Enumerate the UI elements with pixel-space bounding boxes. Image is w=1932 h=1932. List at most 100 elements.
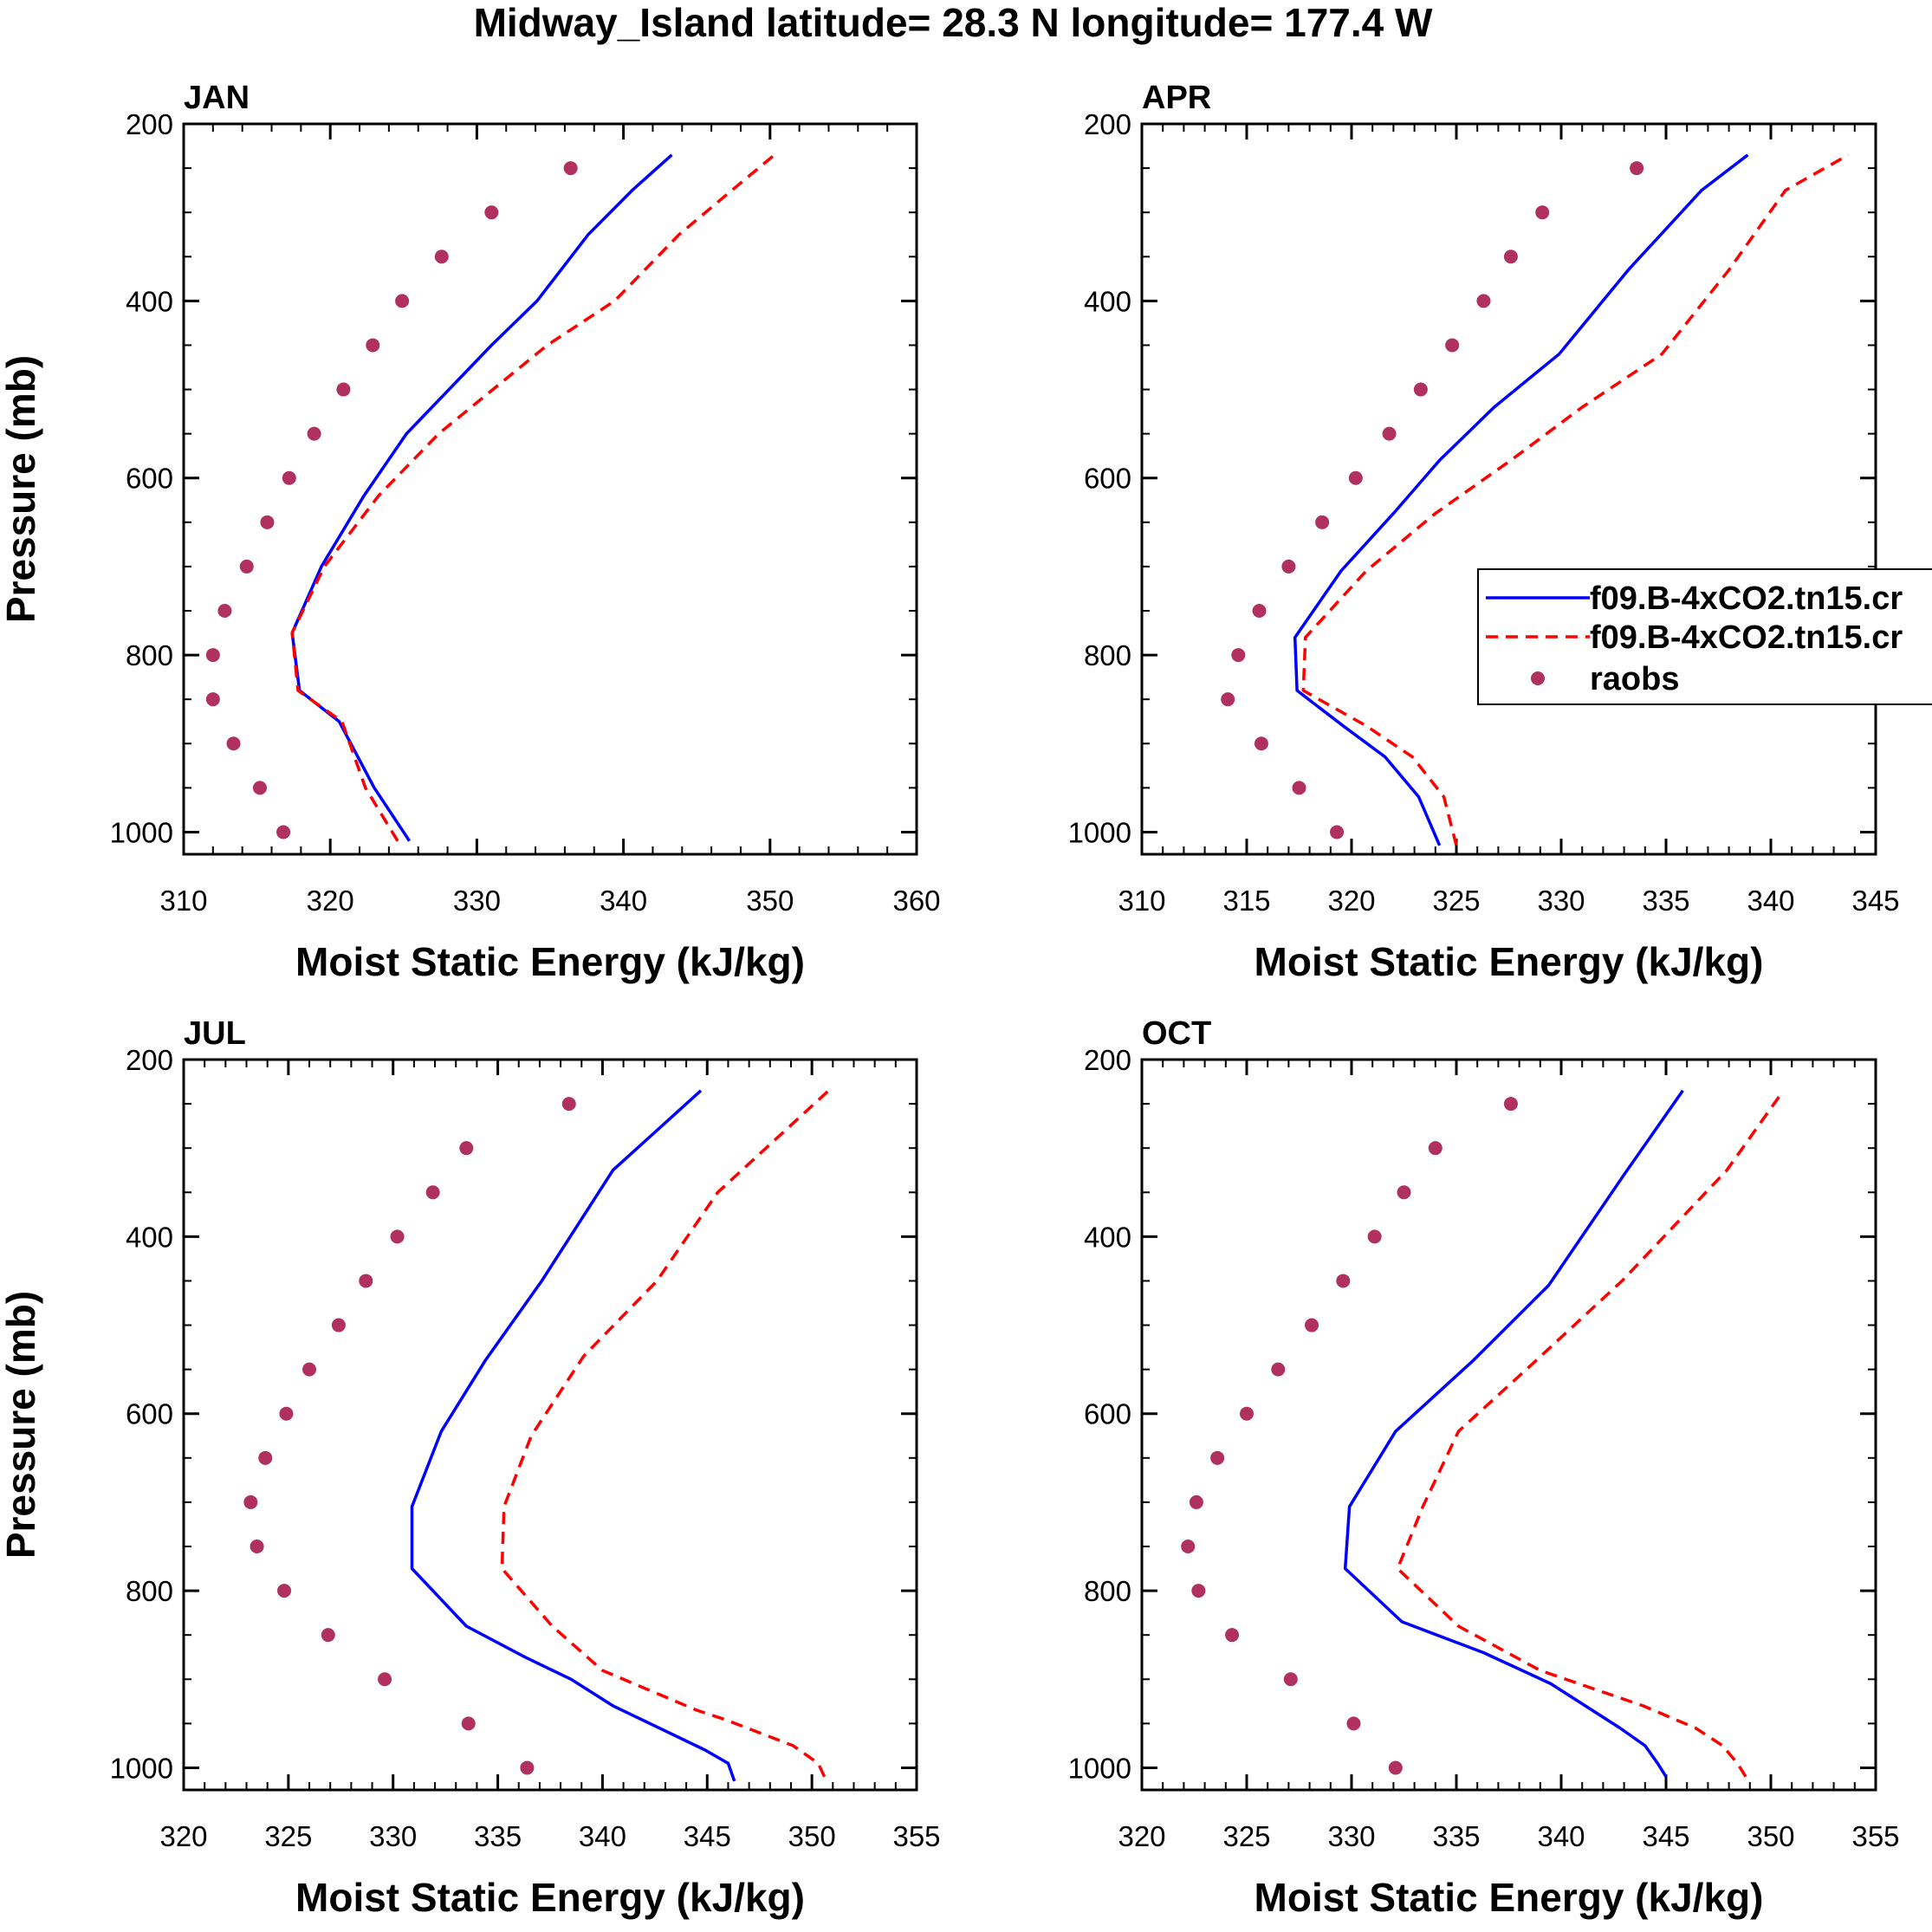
raobs-point bbox=[1292, 781, 1306, 795]
model-dashed-line bbox=[1396, 1089, 1785, 1778]
panel-title-apr: APR bbox=[1142, 80, 1211, 116]
raobs-point bbox=[378, 1672, 392, 1687]
x-tick-label: 345 bbox=[1851, 885, 1899, 917]
raobs-point bbox=[1181, 1540, 1196, 1553]
raobs-point bbox=[279, 1406, 294, 1421]
raobs-point bbox=[359, 1274, 373, 1288]
raobs-point bbox=[282, 470, 296, 485]
raobs-point bbox=[1445, 338, 1460, 353]
y-tick-label: 1000 bbox=[110, 816, 173, 848]
raobs-point bbox=[336, 382, 351, 397]
raobs-point bbox=[252, 781, 267, 795]
x-tick-label: 330 bbox=[453, 885, 501, 917]
raobs-point bbox=[1283, 1672, 1298, 1687]
raobs-point bbox=[561, 1097, 576, 1112]
raobs-point bbox=[1630, 161, 1644, 176]
raobs-point bbox=[1252, 604, 1267, 618]
panel-title-oct: OCT bbox=[1142, 1015, 1211, 1052]
x-axis-title: Moist Static Energy (kJ/kg) bbox=[295, 1875, 805, 1920]
y-tick-label: 200 bbox=[126, 1044, 173, 1076]
plot-frame bbox=[1140, 1058, 1877, 1792]
panel-jul: JUL 320 325 330 335 340 345 350 355 200 400 600 800 1… bbox=[0, 1015, 941, 1920]
raobs-point bbox=[1428, 1141, 1443, 1156]
x-tick-label: 325 bbox=[264, 1820, 312, 1852]
y-axis-title: Pressure (mb) bbox=[0, 1291, 43, 1559]
raobs-point bbox=[1231, 648, 1246, 663]
x-tick-label: 325 bbox=[1222, 1820, 1270, 1852]
raobs-point bbox=[277, 1584, 292, 1598]
raobs-point bbox=[1315, 515, 1330, 529]
x-tick-label: 340 bbox=[579, 1820, 626, 1852]
raobs-point bbox=[1225, 1628, 1240, 1643]
y-tick-label: 200 bbox=[126, 108, 173, 140]
x-tick-label: 345 bbox=[684, 1820, 731, 1852]
x-tick-label: 320 bbox=[159, 1820, 207, 1852]
x-tick-label: 350 bbox=[788, 1820, 836, 1852]
legend-label-dashed: f09.B-4xCO2.tn15.cr bbox=[1590, 619, 1903, 656]
y-tick-label: 800 bbox=[126, 639, 173, 671]
raobs-point bbox=[1210, 1450, 1225, 1465]
y-tick-label: 400 bbox=[126, 1221, 173, 1253]
plot-frame bbox=[182, 122, 918, 856]
x-axis-title: Moist Static Energy (kJ/kg) bbox=[295, 939, 805, 984]
panel-title-jan: JAN bbox=[184, 80, 250, 116]
raobs-series bbox=[1181, 1097, 1518, 1775]
raobs-point bbox=[520, 1760, 535, 1775]
x-tick-label: 310 bbox=[1118, 885, 1165, 917]
plot-frame bbox=[182, 1058, 918, 1792]
x-tick-label: 320 bbox=[1118, 1820, 1165, 1852]
raobs-point bbox=[484, 205, 499, 220]
y-tick-label: 600 bbox=[1084, 463, 1131, 495]
x-axis-title: Moist Static Energy (kJ/kg) bbox=[1255, 1875, 1764, 1920]
y-tick-label: 1000 bbox=[110, 1752, 173, 1784]
legend-label-solid: f09.B-4xCO2.tn15.cr bbox=[1590, 580, 1903, 617]
y-tick-label: 600 bbox=[126, 463, 173, 495]
raobs-point bbox=[1503, 250, 1518, 264]
raobs-point bbox=[331, 1318, 346, 1332]
model-dashed-line bbox=[500, 1089, 830, 1778]
raobs-series bbox=[243, 1097, 576, 1775]
raobs-point bbox=[1535, 205, 1550, 220]
raobs-point bbox=[390, 1229, 405, 1244]
panel-apr: APR 310 315 320 325 330 335 340 345 200 400 600 800 1… bbox=[1068, 80, 1900, 984]
figure-title: Midway_Island latitude= 28.3 N longitude… bbox=[474, 0, 1433, 45]
panel-oct: OCT 320 325 330 335 340 345 350 355 200 400 600 800 1… bbox=[1068, 1015, 1900, 1920]
x-tick-label: 340 bbox=[600, 885, 647, 917]
y-tick-label: 400 bbox=[1084, 1221, 1131, 1253]
raobs-point bbox=[1476, 294, 1491, 308]
x-tick-label: 330 bbox=[1537, 885, 1585, 917]
raobs-point bbox=[459, 1141, 474, 1156]
raobs-point bbox=[321, 1628, 335, 1643]
legend: f09.B-4xCO2.tn15.cr f09.B-4xCO2.tn15.cr … bbox=[1477, 568, 1932, 705]
x-tick-label: 355 bbox=[892, 1820, 940, 1852]
x-tick-label: 335 bbox=[1432, 1820, 1480, 1852]
raobs-point bbox=[250, 1540, 264, 1553]
raobs-point bbox=[1346, 1716, 1361, 1731]
x-tick-label: 335 bbox=[1642, 885, 1689, 917]
raobs-point bbox=[1191, 1584, 1206, 1598]
raobs-point bbox=[243, 1494, 258, 1509]
x-tick-label: 340 bbox=[1747, 885, 1794, 917]
raobs-point bbox=[366, 338, 380, 353]
raobs-point bbox=[563, 161, 578, 176]
raobs-point bbox=[1330, 825, 1345, 840]
raobs-point bbox=[226, 736, 241, 751]
model-dashed-line bbox=[290, 153, 776, 842]
raobs-point bbox=[1221, 692, 1235, 707]
raobs-series bbox=[205, 161, 578, 840]
x-tick-label: 350 bbox=[1747, 1820, 1794, 1852]
model-dashed-line bbox=[1301, 153, 1850, 846]
x-tick-label: 355 bbox=[1851, 1820, 1899, 1852]
x-tick-label: 330 bbox=[1327, 1820, 1375, 1852]
legend-raobs-marker bbox=[1531, 671, 1545, 685]
y-tick-label: 1000 bbox=[1068, 1752, 1131, 1784]
x-tick-label: 350 bbox=[746, 885, 794, 917]
x-tick-label: 315 bbox=[1222, 885, 1270, 917]
x-tick-label: 310 bbox=[159, 885, 207, 917]
x-axis-title: Moist Static Energy (kJ/kg) bbox=[1255, 939, 1764, 984]
y-tick-label: 800 bbox=[126, 1575, 173, 1607]
raobs-point bbox=[205, 648, 220, 663]
model-solid-line bbox=[1343, 1089, 1684, 1778]
raobs-point bbox=[1382, 426, 1397, 441]
model-solid-line bbox=[1293, 153, 1749, 846]
